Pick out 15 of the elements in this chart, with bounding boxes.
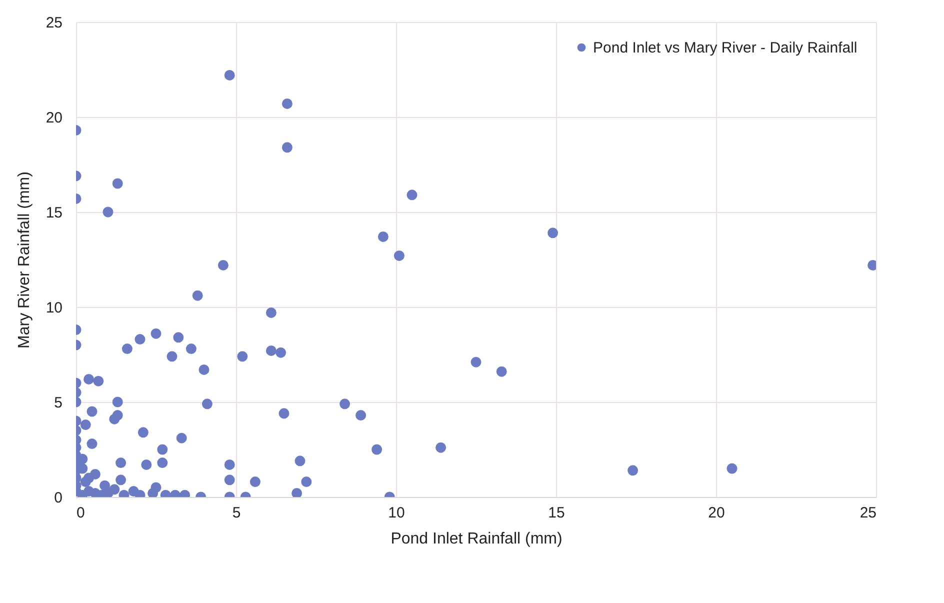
x-tick-label: 10 [388,504,405,522]
y-axis-title: Mary River Rainfall (mm) [16,172,33,348]
y-tick-label: 25 [46,14,62,32]
legend-label: Pond Inlet vs Mary River - Daily Rainfall [593,40,858,56]
x-tick-label: 5 [232,504,241,522]
x-tick-label: 15 [548,504,565,522]
y-tick-label: 10 [46,300,62,316]
x-tick-label: 0 [76,504,85,522]
x-axis-title: Pond Inlet Rainfall (mm) [390,530,562,548]
y-tick-label: 0 [54,490,62,506]
y-tick-label: 20 [46,110,62,126]
x-tick-label: 25 [860,504,876,522]
y-tick-label: 15 [46,204,62,222]
x-tick-label: 20 [708,504,725,522]
y-tick-label: 5 [54,394,62,412]
